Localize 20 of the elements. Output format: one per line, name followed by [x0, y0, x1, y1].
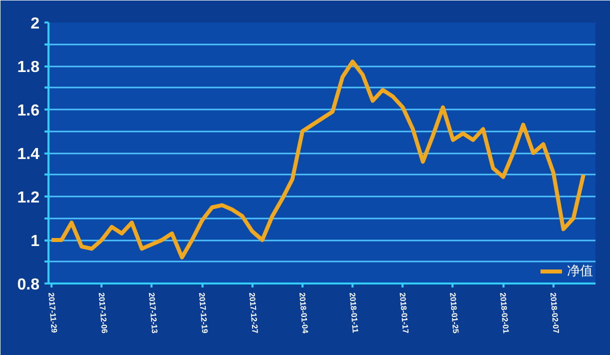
- x-tick-label: 2018-01-11: [348, 292, 360, 334]
- x-tick-label: 2018-01-25: [448, 292, 460, 334]
- y-tick-label: 0.8: [17, 276, 40, 294]
- x-tick-label: 2018-02-01: [498, 292, 510, 334]
- y-tick-label: 1.4: [17, 146, 40, 163]
- y-tick-label: 2: [30, 16, 40, 32]
- x-tick-label: 2017-12-19: [197, 292, 210, 334]
- x-tick-label: 2017-12-13: [146, 292, 160, 334]
- y-tick-label: 1.2: [17, 190, 40, 206]
- x-tick-label: 2018-02-07: [548, 292, 561, 334]
- x-tick-label: 2017-11-29: [46, 292, 59, 334]
- x-tick-label: 2017-12-06: [96, 292, 109, 334]
- y-tick-label: 1: [30, 233, 40, 250]
- line-series: [50, 60, 586, 260]
- y-tick-label: 1.6: [17, 102, 40, 120]
- y-tick-label: 1.8: [17, 59, 40, 76]
- x-tick-label: 2018-01-17: [398, 292, 410, 334]
- x-tick-label: 2018-01-04: [297, 292, 310, 334]
- legend-label: 净值: [567, 263, 593, 280]
- x-tick-label: 2017-12-27: [247, 292, 260, 334]
